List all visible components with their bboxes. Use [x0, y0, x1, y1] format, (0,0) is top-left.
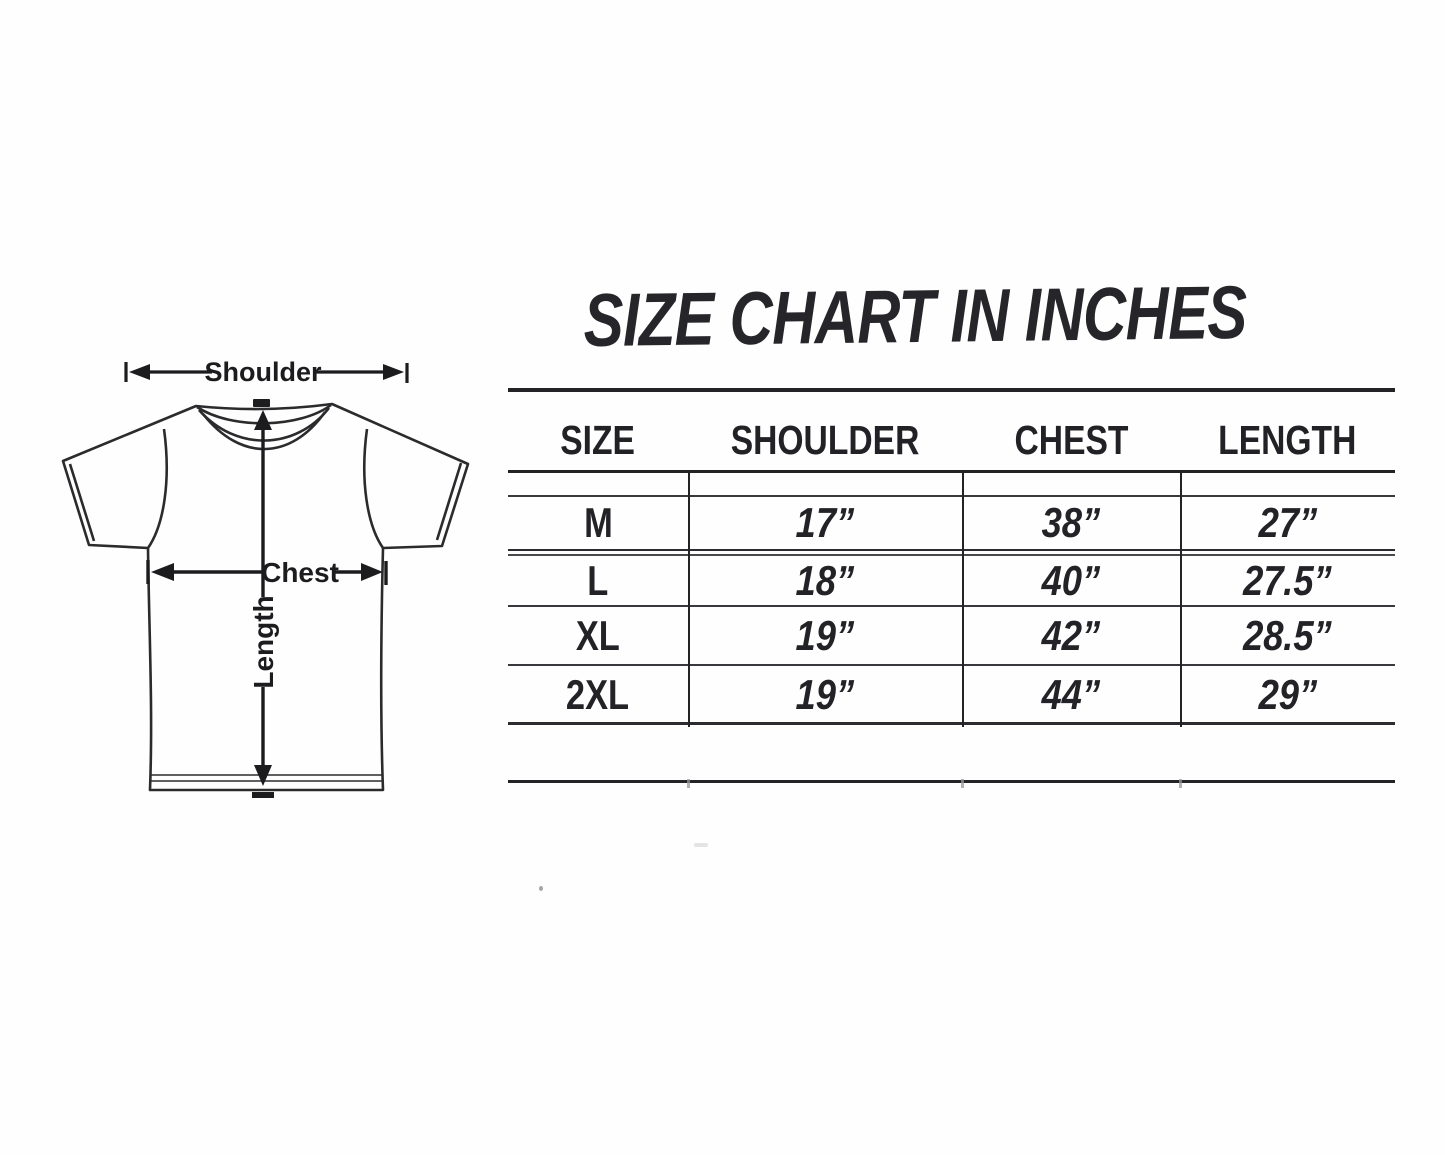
table-row-2xl: 2XL 19” 44” 29”	[508, 667, 1395, 722]
table-bottom-border	[508, 780, 1395, 783]
cell-length: 28.5”	[1242, 611, 1333, 659]
tshirt-measurement-diagram: Shoulder	[61, 357, 470, 798]
row-divider-m-double-a	[508, 549, 1395, 551]
bottom-tick-1	[687, 779, 690, 788]
bottom-tick-2	[961, 779, 964, 788]
left-sleeve-hem-line	[68, 463, 96, 542]
cell-chest: 44”	[1041, 670, 1101, 718]
bottom-tick-3	[1179, 779, 1182, 788]
cell-shoulder: 17”	[795, 499, 855, 546]
chest-dimension-label: Chest	[261, 557, 339, 588]
column-header-length: LENGTH	[1218, 416, 1357, 463]
length-arrow-down-head	[254, 765, 272, 786]
shoulder-arrow-right-head	[383, 364, 404, 380]
row-divider-xl	[508, 664, 1395, 666]
column-header-size: SIZE	[560, 416, 636, 463]
shoulder-dimension-label: Shoulder	[204, 357, 321, 387]
collar-back-tab	[253, 399, 270, 407]
cell-size: M	[583, 499, 613, 546]
scan-speck	[539, 886, 543, 891]
left-armhole-seam	[146, 428, 169, 549]
chest-arrow-right-head	[361, 563, 383, 581]
cell-size: L	[587, 556, 609, 604]
length-dimension-label: Length	[248, 595, 279, 688]
column-separator-2	[962, 470, 964, 727]
row-divider-l	[508, 605, 1395, 607]
column-header-shoulder: SHOULDER	[730, 416, 920, 463]
size-table: SIZE SHOULDER CHEST LENGTH M 17” 38” 27”…	[508, 388, 1395, 792]
cell-size: 2XL	[566, 670, 630, 718]
cell-chest: 38”	[1041, 499, 1101, 546]
right-armhole-seam	[362, 428, 385, 549]
cell-chest: 40”	[1041, 556, 1101, 604]
header-underline	[508, 470, 1395, 473]
column-separator-3	[1180, 470, 1182, 727]
cell-length: 27.5”	[1242, 556, 1333, 604]
table-row-xl: XL 19” 42” 28.5”	[508, 607, 1395, 664]
shoulder-arrow-left-head	[129, 364, 150, 380]
cell-length: 27”	[1258, 499, 1317, 546]
cell-size: XL	[575, 611, 620, 659]
row-divider-2xl	[508, 722, 1395, 725]
cell-shoulder: 19”	[795, 670, 855, 718]
column-separator-1	[688, 470, 690, 727]
chest-arrow	[146, 560, 388, 585]
column-header-chest: CHEST	[1014, 416, 1128, 463]
chest-label-backdrop	[267, 556, 332, 587]
cell-length: 29”	[1258, 670, 1317, 718]
length-label-backdrop	[247, 597, 280, 687]
table-header-row: SIZE SHOULDER CHEST LENGTH	[508, 410, 1395, 470]
table-top-border	[508, 388, 1395, 392]
cell-shoulder: 18”	[795, 556, 855, 604]
scan-smudge	[694, 843, 708, 847]
table-row-l: L 18” 40” 27.5”	[508, 556, 1395, 605]
table-row-m: M 17” 38” 27”	[508, 497, 1395, 549]
cell-shoulder: 19”	[795, 611, 855, 659]
page-title: SIZE CHART IN INCHES	[583, 269, 1247, 363]
collar-rib-curve-1	[198, 407, 331, 442]
chest-arrow-left-head	[151, 563, 174, 581]
length-arrow-up-head	[254, 410, 272, 430]
right-sleeve-hem-line	[435, 462, 463, 541]
collar-rib-curve-2	[201, 411, 327, 451]
row-divider-spacer	[508, 495, 1395, 497]
row-divider-m-double-b	[508, 554, 1395, 556]
cell-chest: 42”	[1041, 611, 1101, 659]
shoulder-arrow	[124, 362, 409, 383]
